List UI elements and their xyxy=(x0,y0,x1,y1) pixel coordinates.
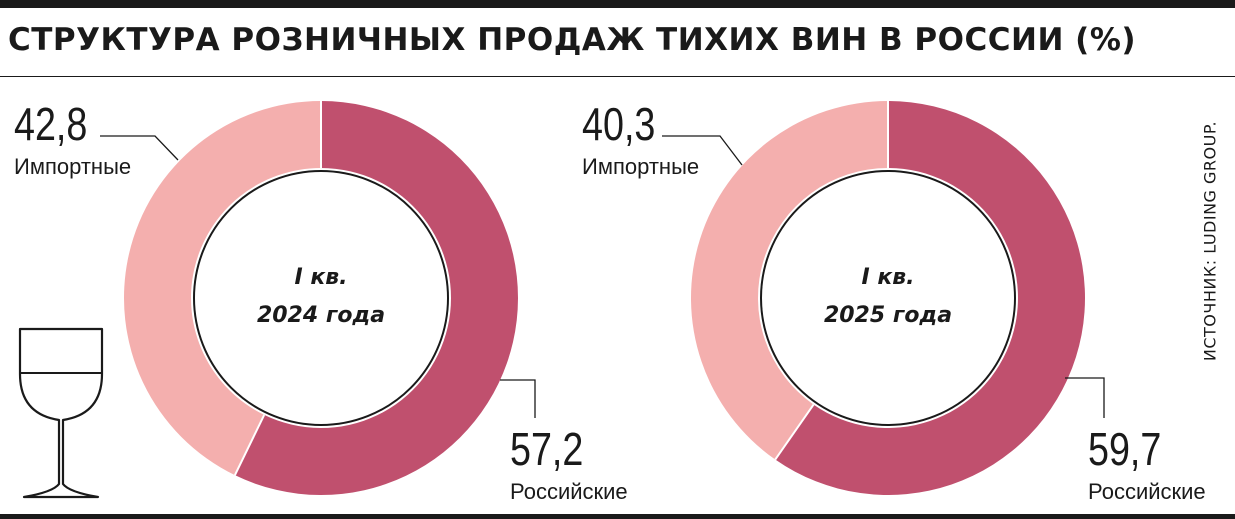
value-label-domestic: 59,7 xyxy=(1088,423,1161,474)
value-label-domestic: 57,2 xyxy=(510,423,583,474)
slice-label-domestic: Российские xyxy=(1088,479,1206,504)
slice-label-imported: Импортные xyxy=(14,154,131,179)
value-label-imported: 40,3 xyxy=(582,98,655,149)
wine-glass-icon xyxy=(18,327,104,499)
slice-separator xyxy=(774,404,815,461)
center-label: 2024 года xyxy=(257,303,385,328)
donut-slice-domestic xyxy=(775,101,1085,495)
leader-line-imported xyxy=(662,135,743,166)
top-rule xyxy=(0,0,1235,8)
value-label-imported: 42,8 xyxy=(14,98,87,149)
chart-title: СТРУКТУРА РОЗНИЧНЫХ ПРОДАЖ ТИХИХ ВИН В Р… xyxy=(8,22,1137,58)
donut-center-circle xyxy=(193,170,449,426)
donut-center-circle xyxy=(760,170,1016,426)
bottom-rule xyxy=(0,514,1235,519)
slice-label-imported: Импортные xyxy=(582,154,699,179)
title-divider xyxy=(0,76,1235,77)
donut-slice-imported xyxy=(123,101,321,476)
center-label: 2025 года xyxy=(824,303,952,328)
slice-label-domestic: Российские xyxy=(510,479,628,504)
slice-separator xyxy=(233,414,266,476)
leader-line-domestic xyxy=(1065,377,1105,418)
leader-line-domestic xyxy=(500,379,536,418)
center-label: I кв. xyxy=(294,265,347,290)
source-note: ИСТОЧНИК: LUDING GROUP. xyxy=(1200,120,1220,362)
leader-line-imported xyxy=(100,135,179,161)
donut-slice-domestic xyxy=(234,101,519,495)
center-label: I кв. xyxy=(861,265,914,290)
donut-slice-imported xyxy=(691,100,888,460)
